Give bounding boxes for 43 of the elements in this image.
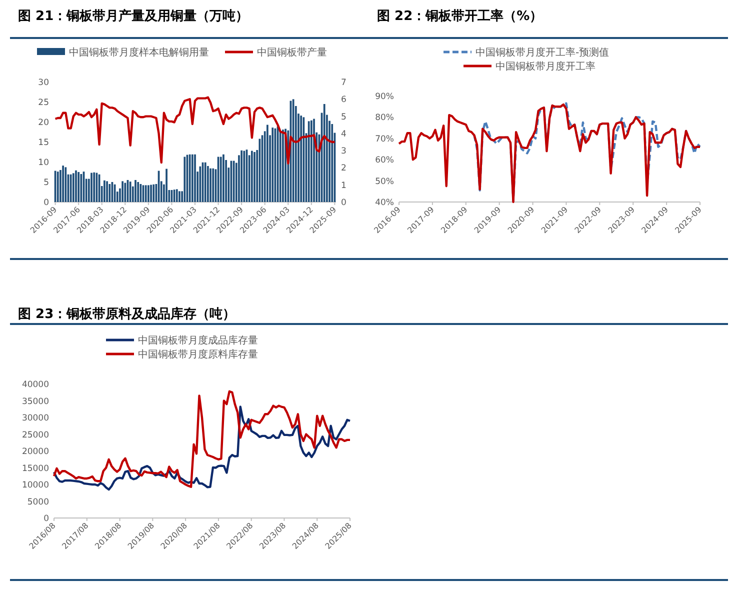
y-tick-label: 40000 [22, 380, 49, 390]
y-tick-label: 30 [38, 78, 49, 88]
y2-tick-label: 2 [341, 164, 346, 174]
y-tick-label: 0 [44, 514, 49, 524]
y-tick-label: 60% [375, 156, 394, 166]
chart-title: 图 21：铜板带月产量及用铜量（万吨） [18, 8, 249, 24]
y-tick-label: 40% [375, 198, 394, 208]
y-tick-label: 25000 [22, 430, 49, 440]
y2-tick-label: 1 [341, 180, 346, 191]
y-tick-label: 50% [375, 176, 394, 187]
line-series [398, 103, 702, 204]
y-tick-label: 30000 [22, 414, 49, 424]
chart-title: 图 22：铜板带开工率（%） [377, 8, 543, 24]
chart-title: 图 23：铜板带原料及成品库存（吨） [18, 306, 236, 322]
y2-tick-label: 3 [341, 146, 346, 157]
y-tick-label: 15000 [22, 464, 49, 474]
y-tick-label: 20000 [22, 447, 49, 457]
y-tick-label: 80% [375, 113, 394, 124]
line-series [54, 96, 336, 165]
legend-label: 中国铜板带月度开工率 [496, 60, 596, 72]
line-series [52, 406, 352, 491]
y-tick-label: 0 [44, 198, 49, 208]
legend-label: 中国铜板带月度开工率-预测值 [476, 46, 610, 58]
y2-tick-label: 6 [341, 95, 346, 106]
y-tick-label: 10000 [22, 480, 49, 490]
y-tick-label: 25 [38, 98, 49, 108]
y-tick-label: 5 [44, 178, 49, 188]
legend-label: 中国铜板带月度样本电解铜用量 [69, 46, 209, 58]
line-series [52, 390, 352, 488]
legend-label: 中国铜板带月度原料库存量 [138, 348, 258, 360]
y-tick-label: 35000 [22, 396, 49, 407]
y-tick-label: 10 [38, 158, 49, 168]
y-tick-label: 90% [375, 92, 394, 102]
y2-tick-label: 0 [341, 198, 346, 208]
y2-tick-label: 7 [341, 78, 346, 88]
legend-label: 中国铜板带月度成品库存量 [138, 334, 258, 346]
legend-label: 中国铜板带产量 [257, 46, 327, 58]
y2-tick-label: 4 [341, 129, 346, 140]
y-tick-label: 15 [38, 138, 49, 148]
y-tick-label: 20 [38, 118, 49, 128]
y-tick-label: 5000 [27, 497, 49, 508]
y-tick-label: 70% [375, 134, 394, 144]
y2-tick-label: 5 [341, 112, 346, 122]
